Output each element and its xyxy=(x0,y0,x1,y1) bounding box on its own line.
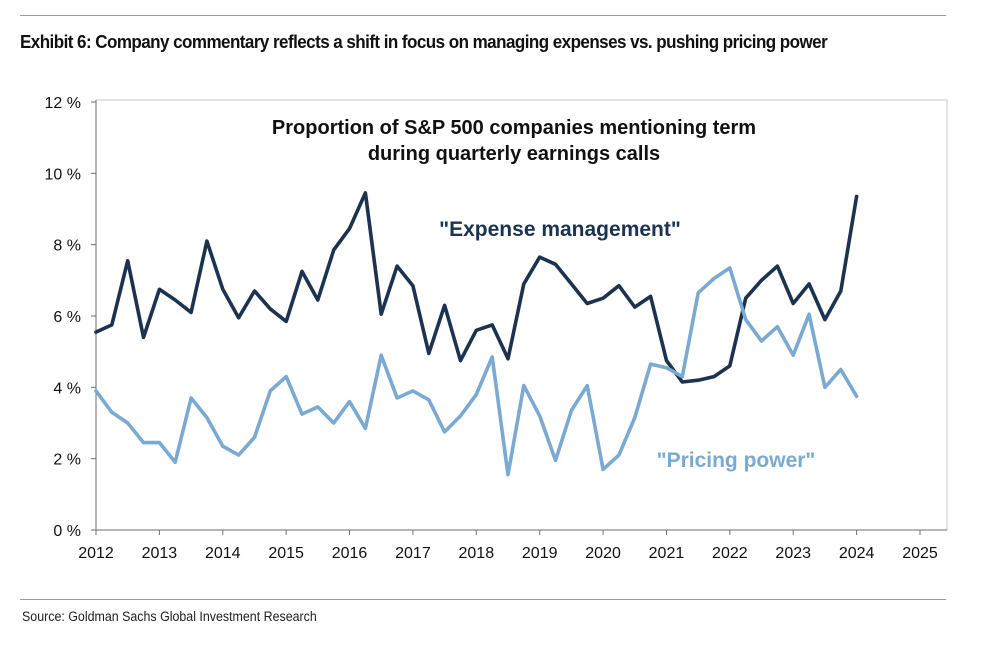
expense-management-label: "Expense management" xyxy=(439,218,681,241)
x-tick-label: 2016 xyxy=(332,545,368,562)
y-tick-label: 8 % xyxy=(53,238,81,255)
x-tick-label: 2023 xyxy=(775,545,811,562)
y-tick-label: 10 % xyxy=(45,166,81,183)
chart-title: Proportion of S&P 500 companies mentioni… xyxy=(272,117,756,165)
chart-title-line: during quarterly earnings calls xyxy=(368,143,660,165)
y-tick-label: 12 % xyxy=(45,95,81,112)
y-tick-label: 0 % xyxy=(53,523,81,540)
chart-title-line: Proportion of S&P 500 companies mentioni… xyxy=(272,117,756,139)
x-tick-label: 2024 xyxy=(839,545,875,562)
x-tick-label: 2018 xyxy=(459,545,495,562)
x-tick-label: 2019 xyxy=(522,545,558,562)
y-tick-label: 6 % xyxy=(53,309,81,326)
pricing-power-label: "Pricing power" xyxy=(657,449,816,472)
pricing-power-line xyxy=(94,266,859,477)
top-rule xyxy=(20,15,946,16)
x-tick-label: 2025 xyxy=(902,545,938,562)
series-labels: "Expense management" "Pricing power" xyxy=(439,218,815,472)
x-axis: 2012 2013 2014 2015 2016 2017 2018 2019 2020 2021… xyxy=(78,529,947,562)
expense-management-line xyxy=(94,191,859,384)
series-layer xyxy=(94,191,859,477)
y-tick-label: 2 % xyxy=(53,452,81,469)
x-tick-label: 2020 xyxy=(585,545,621,562)
x-tick-label: 2014 xyxy=(205,545,241,562)
x-tick-label: 2013 xyxy=(142,545,178,562)
exhibit-title: Exhibit 6: Company commentary reflects a… xyxy=(20,31,828,52)
x-tick-label: 2021 xyxy=(649,545,685,562)
bottom-rule xyxy=(20,599,946,600)
y-axis: 0 % 2 % 4 % 6 % 8 % 10 % 12 % xyxy=(45,95,97,540)
source-note: Source: Goldman Sachs Global Investment … xyxy=(22,609,317,624)
y-tick-label: 4 % xyxy=(53,380,81,397)
x-tick-label: 2022 xyxy=(712,545,748,562)
x-tick-label: 2012 xyxy=(78,545,114,562)
x-tick-label: 2015 xyxy=(268,545,304,562)
x-tick-label: 2017 xyxy=(395,545,431,562)
